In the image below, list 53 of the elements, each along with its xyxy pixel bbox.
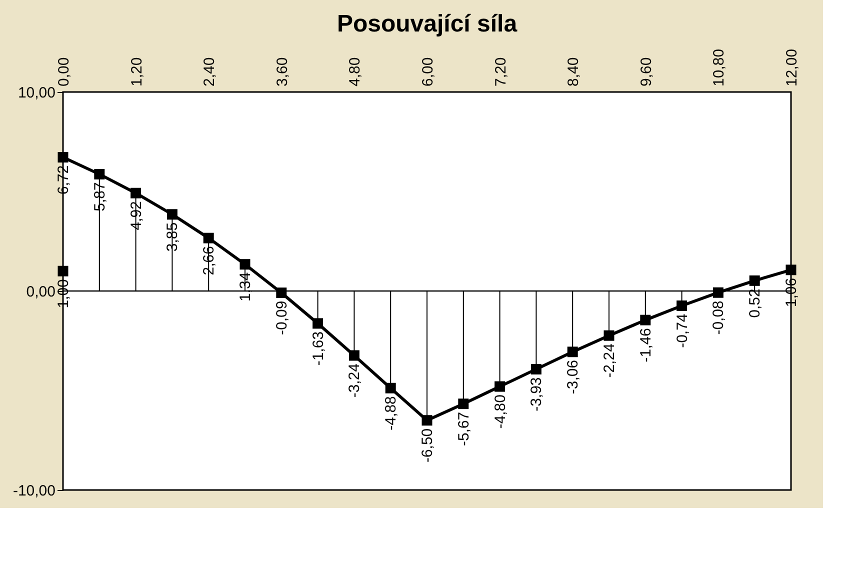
x-tick-label: 4,80 bbox=[346, 57, 364, 86]
x-tick-label: 9,60 bbox=[638, 57, 655, 86]
data-label: 4,92 bbox=[128, 201, 145, 230]
x-tick-label: 12,00 bbox=[784, 48, 800, 86]
data-label: -2,24 bbox=[601, 344, 618, 378]
chart-title: Posouvající síla bbox=[336, 10, 518, 38]
point bbox=[676, 300, 688, 311]
data-label: -5,67 bbox=[455, 412, 472, 446]
data-label: -4,88 bbox=[382, 396, 400, 430]
data-label: -1,63 bbox=[310, 331, 327, 366]
point bbox=[166, 209, 178, 220]
x-tick-label: 10,80 bbox=[710, 48, 728, 86]
data-label: -6,50 bbox=[419, 428, 436, 463]
x-tick-label: 6,00 bbox=[420, 57, 436, 86]
point bbox=[712, 287, 724, 298]
point bbox=[494, 381, 506, 392]
point bbox=[530, 364, 542, 374]
point bbox=[422, 415, 432, 426]
point bbox=[240, 259, 250, 270]
point bbox=[276, 288, 287, 298]
y-tick-label: 10,00 bbox=[18, 84, 56, 102]
point bbox=[348, 350, 360, 361]
data-label: -3,24 bbox=[346, 363, 364, 398]
point bbox=[130, 188, 142, 198]
point bbox=[385, 382, 396, 394]
point bbox=[604, 330, 614, 341]
point bbox=[749, 275, 760, 286]
point bbox=[567, 346, 578, 358]
point bbox=[58, 152, 68, 163]
point bbox=[312, 318, 324, 329]
point bbox=[786, 264, 796, 276]
data-label: -3,93 bbox=[528, 377, 546, 412]
x-tick-label: 2,40 bbox=[201, 57, 218, 86]
point bbox=[203, 232, 214, 244]
data-label: -0,74 bbox=[674, 314, 691, 348]
data-label: 5,87 bbox=[91, 182, 108, 212]
point bbox=[640, 314, 651, 326]
x-tick-label: 7,20 bbox=[492, 57, 510, 86]
point bbox=[94, 168, 105, 180]
data-label: -3,06 bbox=[564, 360, 582, 394]
point bbox=[458, 398, 469, 410]
data-label: -1,46 bbox=[637, 328, 654, 362]
data-label: -4,80 bbox=[492, 394, 509, 429]
y-tick-label: -10,00 bbox=[12, 482, 56, 500]
x-tick-label: 3,60 bbox=[274, 57, 291, 86]
point bbox=[58, 266, 68, 276]
data-label: 3,85 bbox=[164, 222, 182, 252]
data-label: -0,09 bbox=[273, 300, 290, 335]
x-tick-label: 1,20 bbox=[128, 57, 146, 86]
data-label: 2,66 bbox=[200, 246, 218, 276]
x-tick-label: 8,40 bbox=[565, 57, 582, 86]
data-label: -0,08 bbox=[710, 300, 728, 335]
y-tick-label: 0,00 bbox=[26, 284, 56, 300]
